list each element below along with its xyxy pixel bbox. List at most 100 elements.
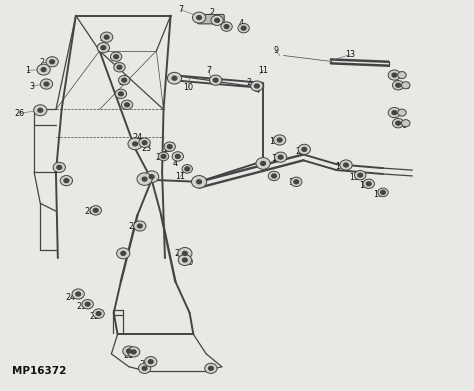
Circle shape [128, 138, 142, 150]
Circle shape [44, 82, 49, 86]
Circle shape [209, 366, 213, 370]
Circle shape [241, 26, 246, 30]
Circle shape [392, 118, 404, 128]
Circle shape [392, 81, 404, 90]
Text: 2: 2 [210, 8, 215, 17]
Circle shape [197, 16, 201, 20]
Text: 4: 4 [238, 19, 243, 28]
Circle shape [363, 179, 374, 188]
Text: 4: 4 [255, 86, 259, 95]
Circle shape [182, 251, 187, 255]
Text: 26: 26 [15, 109, 25, 118]
Circle shape [93, 208, 98, 212]
Circle shape [118, 92, 123, 96]
Circle shape [185, 167, 190, 171]
Circle shape [182, 258, 187, 262]
Circle shape [272, 174, 276, 178]
Circle shape [64, 179, 69, 183]
Circle shape [117, 65, 122, 69]
Text: 5: 5 [54, 165, 58, 175]
Circle shape [191, 176, 207, 188]
Text: 2: 2 [118, 77, 123, 87]
Circle shape [40, 79, 53, 89]
Circle shape [149, 175, 154, 179]
Circle shape [221, 22, 232, 31]
Circle shape [123, 346, 135, 356]
Circle shape [121, 100, 133, 109]
Circle shape [128, 347, 140, 357]
Circle shape [110, 52, 122, 61]
Circle shape [211, 15, 223, 25]
Text: 2: 2 [269, 172, 273, 181]
Circle shape [121, 251, 126, 255]
Circle shape [256, 158, 270, 169]
Circle shape [118, 75, 130, 85]
Circle shape [142, 177, 147, 181]
Circle shape [392, 73, 397, 77]
Text: 5: 5 [100, 34, 104, 43]
Circle shape [164, 142, 175, 151]
Circle shape [167, 145, 172, 149]
Text: 15: 15 [349, 173, 360, 183]
Text: 10: 10 [183, 83, 194, 93]
Circle shape [115, 89, 127, 99]
FancyBboxPatch shape [198, 14, 224, 24]
Circle shape [172, 76, 177, 80]
Circle shape [72, 289, 84, 299]
Text: 1: 1 [25, 66, 30, 75]
Text: 16: 16 [359, 181, 369, 190]
Circle shape [41, 68, 46, 72]
Circle shape [38, 108, 43, 112]
Text: 23: 23 [76, 302, 87, 312]
Circle shape [93, 309, 104, 318]
Text: 18: 18 [269, 137, 279, 146]
Circle shape [134, 221, 146, 231]
Circle shape [396, 83, 401, 87]
Circle shape [90, 206, 101, 215]
Circle shape [251, 81, 263, 91]
Circle shape [378, 188, 388, 197]
Circle shape [366, 182, 371, 186]
Text: 14: 14 [335, 161, 346, 171]
Circle shape [238, 23, 249, 33]
Circle shape [131, 350, 136, 354]
Text: 21: 21 [174, 249, 184, 258]
Circle shape [96, 312, 101, 316]
Circle shape [122, 78, 127, 82]
Text: 11: 11 [258, 66, 268, 75]
Circle shape [53, 162, 65, 172]
Text: 12: 12 [162, 145, 172, 154]
Circle shape [261, 161, 265, 165]
Circle shape [46, 57, 58, 67]
Circle shape [178, 248, 192, 259]
Circle shape [388, 108, 401, 118]
Circle shape [127, 349, 131, 353]
Text: 6: 6 [404, 82, 409, 91]
Circle shape [158, 152, 169, 161]
Text: 4: 4 [173, 159, 178, 168]
Text: 8: 8 [114, 63, 118, 72]
Circle shape [145, 171, 159, 183]
Circle shape [85, 302, 90, 306]
Text: 23: 23 [141, 144, 151, 153]
Circle shape [167, 72, 182, 84]
Text: 4: 4 [110, 52, 115, 61]
Text: 24: 24 [65, 293, 75, 303]
Circle shape [205, 363, 217, 373]
Text: 17: 17 [373, 190, 383, 199]
Circle shape [396, 121, 401, 125]
Text: 21: 21 [124, 350, 134, 360]
Circle shape [210, 75, 222, 85]
Text: 27: 27 [128, 222, 139, 231]
Circle shape [273, 135, 286, 145]
Circle shape [178, 255, 191, 265]
Circle shape [255, 84, 259, 88]
Circle shape [215, 18, 219, 22]
Circle shape [104, 35, 109, 39]
Circle shape [340, 160, 352, 170]
Circle shape [344, 163, 348, 167]
Text: 2: 2 [39, 58, 44, 67]
Circle shape [197, 180, 201, 184]
Circle shape [291, 177, 302, 187]
Text: 6: 6 [401, 120, 406, 130]
